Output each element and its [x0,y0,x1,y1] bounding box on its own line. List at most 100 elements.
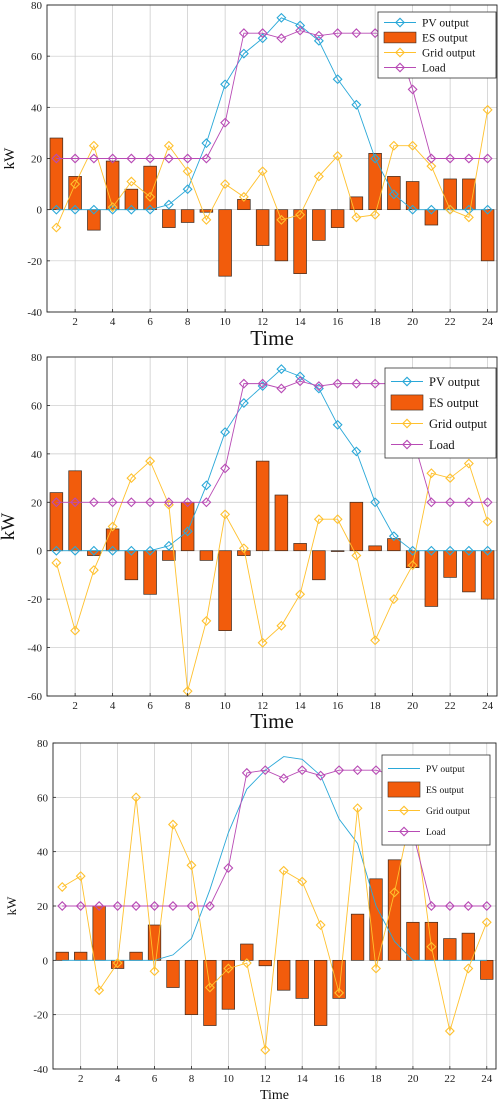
load-point [426,153,437,164]
grid-output-line [55,460,489,692]
x-tick-label: 4 [115,1073,121,1085]
pv-output-point [276,12,287,23]
load-point [444,901,455,911]
legend-marker [395,62,405,73]
x-tick-label: 4 [110,316,116,328]
legend-marker [399,805,409,816]
load-point [463,901,474,911]
grid-output-point [241,958,252,969]
pv-output-point [351,446,362,457]
es-output-bar [184,959,199,1016]
grid-output-point [295,209,306,220]
chart-3: 2 4 6 8 10 12 14 16 18 20 22 24-40-20020406080Timek… [4,738,497,1103]
x-axis-label: Time [250,709,294,733]
load-point [463,497,474,508]
es-output-bar [49,137,64,211]
x-tick-label: 12 [257,316,268,328]
y-tick-label: -40 [27,307,42,319]
pv-output-point [126,204,137,215]
x-tick-label: 10 [223,1073,235,1085]
es-output-bar [143,165,157,211]
x-tick-label: 16 [332,316,344,328]
load-point [445,153,456,164]
es-output-bar [368,545,382,552]
x-axis-label: Time [260,1088,289,1103]
pv-output-point [407,204,418,215]
load-point [332,378,343,389]
pv-output-point [107,545,118,556]
load-point [276,33,287,44]
grid-output-point [332,150,343,161]
x-tick-label: 24 [481,1073,493,1085]
y-tick-label: 60 [31,51,43,63]
es-output-bar [312,550,326,581]
load-point [182,497,193,508]
grid-output-point [257,637,268,648]
es-output-bar [330,209,345,228]
pv-output-point [370,153,381,164]
x-tick-label: 16 [334,1073,346,1085]
pv-output-point [426,545,437,556]
load-point [94,901,105,911]
load-point [168,901,178,911]
load-point [370,378,381,389]
es-output-bar [461,932,475,961]
legend-label: Grid output [429,417,488,431]
grid-output-point [260,1045,271,1055]
chart-panel-1: 2 4 6 8 10 12 14 16 18 20 22 24 -40 -20 0 20 40 60 80 Time k… [0,0,501,350]
x-tick-label: 6 [147,700,153,712]
legend-marker [402,418,412,429]
load-point [334,765,345,776]
legend-label: PV output [422,18,470,30]
load-point [257,378,268,389]
grid-output-point [407,140,418,151]
load-point [51,497,62,508]
legend-label: Grid output [426,807,470,817]
es-output-bar [368,153,382,211]
pv-output-line [62,756,487,961]
pv-output-point [257,33,268,44]
grid-output-point [276,214,287,225]
x-tick-label: 8 [189,1073,195,1085]
grid-output-point [445,473,456,484]
grid-output-point [75,871,86,882]
load-point [351,378,362,389]
grid-output-point [186,860,197,871]
y-tick-label: 60 [31,400,43,412]
load-point [70,497,81,508]
es-output-bar [221,959,235,1010]
load-point [407,84,418,95]
y-tick-label: -20 [27,256,42,268]
load-point [145,153,156,164]
pv-output-point [463,545,474,556]
pv-output-line [56,17,488,211]
es-output-bar [87,209,101,231]
grid-output-point [70,179,81,190]
grid-output-point [388,140,399,151]
grid-output-point [444,1025,455,1036]
load-point [220,463,231,474]
grid-output-point [407,560,418,571]
es-output-bar [258,959,272,967]
es-output-bar [180,209,195,223]
es-output-bar [255,209,270,246]
legend-swatch-es-output [387,781,421,798]
grid-output-line [55,109,489,228]
pv-output-point [51,204,62,215]
grid-output-point [145,191,156,202]
y-tick-label: 20 [31,497,43,509]
grid-output-point [51,222,62,233]
pv-output-point [388,531,399,542]
es-output-bar [124,188,139,211]
x-tick-label: 12 [260,1073,271,1085]
legend-marker [399,826,409,837]
load-point [257,28,268,39]
grid-output-point [51,557,62,568]
grid-output-point [257,166,268,177]
es-output-bar [166,959,180,988]
grid-output-point [88,140,99,151]
grid-output-point [297,876,308,887]
x-tick-label: 14 [295,700,307,712]
x-tick-label: 24 [482,700,494,712]
pv-output-point [163,540,174,551]
